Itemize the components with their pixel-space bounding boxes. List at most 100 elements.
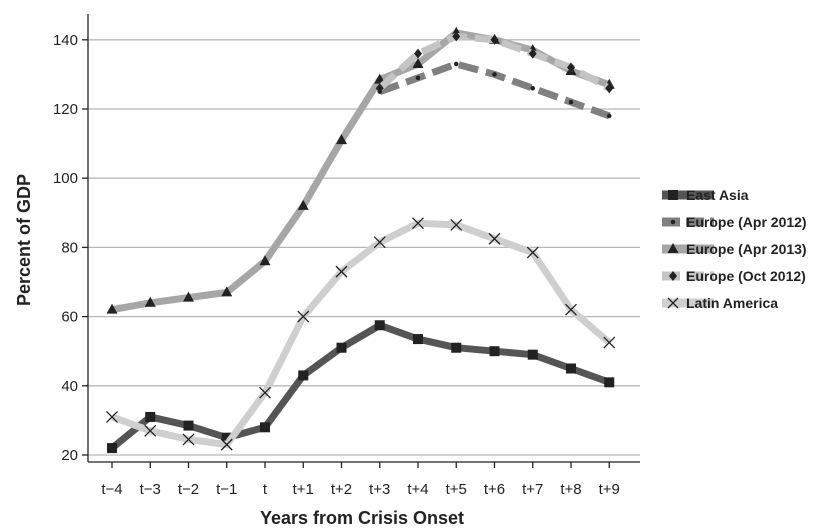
x-tick-label: t+9: [599, 481, 620, 498]
data-point: [106, 303, 118, 314]
x-axis-title: Years from Crisis Onset: [260, 508, 464, 528]
data-point: [568, 99, 574, 105]
data-point: [566, 363, 576, 374]
y-tick-label: 60: [61, 309, 78, 326]
data-point: [605, 83, 614, 94]
data-point: [297, 310, 310, 323]
data-point: [259, 255, 271, 266]
data-point: [454, 61, 459, 67]
y-tick-label: 100: [53, 170, 78, 187]
series-line-europe-apr-2013: [111, 29, 611, 314]
data-point: [106, 410, 118, 423]
x-tick-label: t+3: [369, 481, 390, 498]
legend-label: East Asia: [686, 187, 749, 203]
legend-marker: [667, 243, 679, 253]
x-tick-label: t+4: [407, 481, 428, 498]
data-point: [565, 303, 577, 316]
data-point: [374, 320, 385, 331]
data-point: [530, 85, 535, 91]
data-point: [489, 346, 500, 357]
data-point: [526, 246, 539, 259]
data-point: [183, 291, 194, 302]
series-layer: [106, 26, 616, 454]
series-line-latin-america: [110, 219, 612, 449]
y-tick-label: 120: [53, 101, 78, 118]
data-point: [260, 422, 270, 433]
data-point: [451, 342, 462, 353]
legend-marker: [670, 219, 676, 225]
data-point: [527, 349, 538, 360]
data-point: [221, 286, 233, 297]
data-point: [412, 217, 424, 230]
data-point: [413, 334, 423, 345]
x-tick-label: t: [263, 481, 268, 498]
x-tick-label: t−2: [178, 481, 199, 498]
data-point: [335, 265, 348, 278]
series-latin-america: [106, 217, 616, 451]
x-tick-label: t+7: [522, 481, 543, 498]
data-point: [297, 199, 309, 210]
legend-label: Europe (Apr 2013): [686, 241, 807, 257]
legend-item-east-asia: East Asia: [662, 187, 749, 203]
legend-item-europe-apr-2013: Europe (Apr 2013): [662, 241, 807, 257]
data-point: [488, 232, 501, 245]
data-point: [452, 31, 461, 42]
y-tick-label: 80: [61, 239, 78, 256]
legend-item-europe-oct-2012: Europe (Oct 2012): [662, 268, 806, 284]
legend-label: Europe (Apr 2012): [686, 214, 807, 230]
data-point: [492, 72, 497, 77]
x-tick-label: t−3: [140, 481, 161, 498]
legend-marker: [669, 271, 677, 281]
series-line-east-asia: [109, 321, 611, 451]
data-point: [604, 377, 615, 388]
data-point: [183, 420, 194, 431]
series-east-asia: [107, 320, 615, 454]
data-point: [145, 411, 156, 422]
data-point: [450, 218, 463, 231]
legend-label: Latin America: [686, 295, 778, 311]
y-tick-label: 40: [61, 378, 78, 395]
legend-item-europe-apr-2012: Europe (Apr 2012): [662, 214, 807, 230]
legend-item-latin-america: Latin America: [662, 295, 778, 311]
data-point: [107, 443, 117, 454]
y-axis-title: Percent of GDP: [14, 174, 34, 306]
y-tick-label: 20: [61, 447, 78, 464]
data-point: [298, 370, 309, 381]
x-tick-label: t−4: [101, 481, 122, 498]
data-point: [567, 62, 575, 73]
data-point: [220, 438, 233, 451]
x-tick-label: t−1: [216, 481, 237, 498]
data-point: [607, 113, 612, 119]
data-point: [603, 336, 616, 349]
data-point: [490, 34, 499, 45]
legend-label: Europe (Oct 2012): [686, 268, 806, 284]
y-tick-label: 140: [53, 32, 78, 49]
series-europe-oct-2012: [375, 31, 614, 94]
legend-marker: [667, 297, 679, 309]
x-axis: t−4 t−3 t−2 t−1 t t+1 t+2 t+3 t+4 t+5 t+6 t+7 t+8 t+9: [88, 461, 640, 498]
x-tick-label: t+1: [293, 481, 314, 498]
legend-marker: [668, 190, 678, 200]
data-point: [221, 432, 232, 443]
data-point: [415, 75, 421, 81]
data-point: [336, 342, 347, 353]
x-tick-label: t+5: [446, 481, 467, 498]
data-point: [144, 424, 157, 437]
legend: East Asia Europe (Apr 2012) Europe (Apr 20…: [662, 187, 807, 311]
data-point: [414, 48, 422, 59]
x-tick-label: t+6: [484, 481, 505, 498]
data-point: [144, 296, 156, 307]
data-point: [259, 386, 271, 399]
data-point: [528, 48, 537, 59]
data-point: [412, 58, 424, 69]
y-axis: 20 40 60 80 100 120 140: [53, 14, 89, 464]
data-point: [336, 134, 347, 145]
data-point: [375, 83, 384, 94]
data-point: [182, 433, 195, 446]
series-europe-apr-2012: [377, 60, 612, 120]
series-europe-apr-2013: [106, 26, 615, 314]
x-tick-label: t+8: [560, 481, 581, 498]
data-point: [373, 236, 386, 249]
x-tick-label: t+2: [331, 481, 352, 498]
